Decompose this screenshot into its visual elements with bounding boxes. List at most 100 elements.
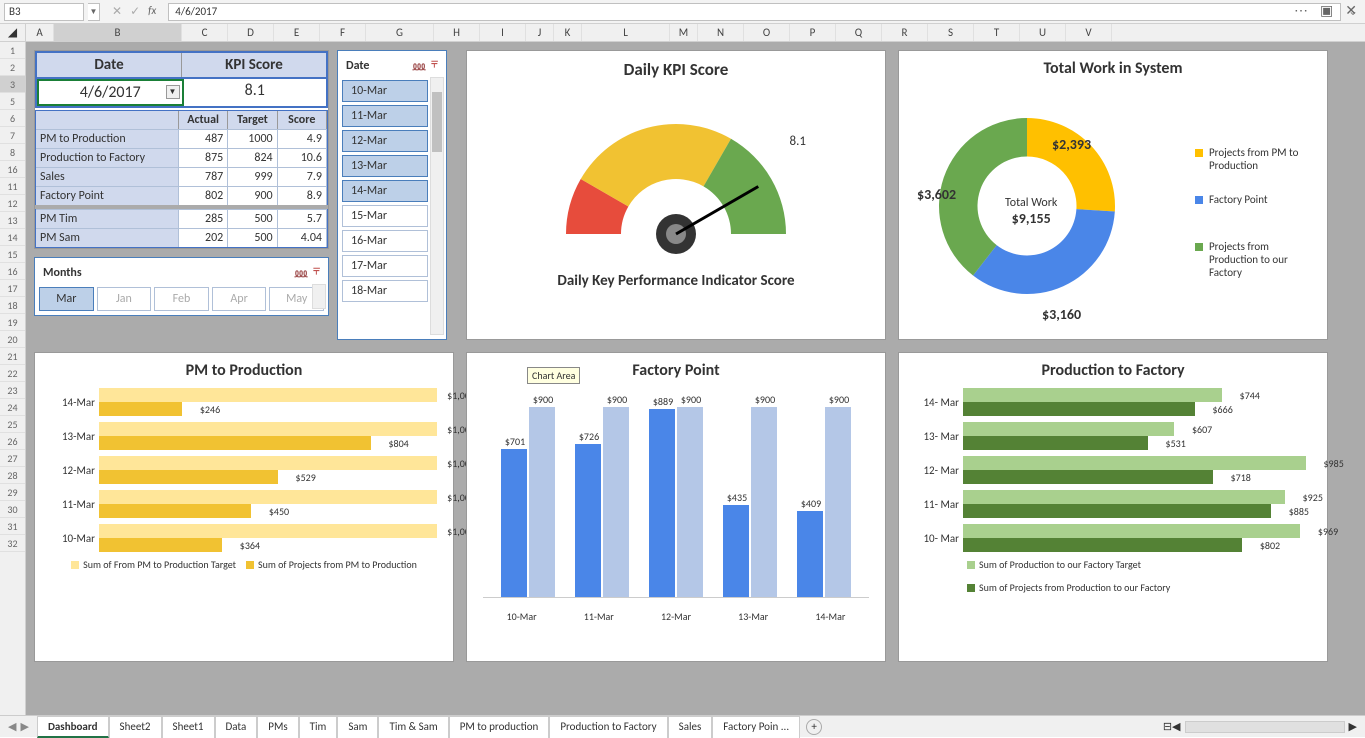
sheet-tab-sheet1[interactable]: Sheet1 [162,716,215,738]
ribbon-options-icon[interactable]: ⋯ [1294,2,1308,19]
add-sheet-button[interactable]: + [806,719,822,735]
row-header-28[interactable]: 28 [0,467,25,484]
row-header-15[interactable]: 15 [0,246,25,263]
accept-formula-icon[interactable]: ✓ [130,4,140,19]
row-header-29[interactable]: 29 [0,484,25,501]
row-header-11[interactable]: 11 [0,178,25,195]
row-header-30[interactable]: 30 [0,501,25,518]
col-header-I[interactable]: I [480,24,526,41]
col-header-V[interactable]: V [1066,24,1112,41]
sheet-tab-tim[interactable]: Tim [299,716,338,738]
slicer-item-feb[interactable]: Feb [154,287,209,311]
row-header-26[interactable]: 26 [0,433,25,450]
hscroll-right-icon[interactable]: ▶ [1349,720,1357,733]
col-header-C[interactable]: C [182,24,228,41]
sheet-tab-tim-sam[interactable]: Tim & Sam [378,716,448,738]
col-header-D[interactable]: D [228,24,274,41]
col-header-G[interactable]: G [366,24,434,41]
sheet-tab-sheet2[interactable]: Sheet2 [109,716,162,738]
row-header-2[interactable]: 2 [0,59,25,76]
slicer-item-14-mar[interactable]: 14-Mar [342,180,428,202]
name-box[interactable]: B3 [4,3,84,21]
row-header-13[interactable]: 13 [0,212,25,229]
row-header-8[interactable]: 8 [0,144,25,161]
col-header-M[interactable]: M [670,24,698,41]
slicer-item-11-mar[interactable]: 11-Mar [342,105,428,127]
months-scrollbar[interactable] [312,284,326,309]
col-header-U[interactable]: U [1020,24,1066,41]
slicer-item-12-mar[interactable]: 12-Mar [342,130,428,152]
col-header-L[interactable]: L [582,24,670,41]
date-value-cell[interactable]: 4/6/2017 ▼ [37,79,184,106]
row-header-16[interactable]: 16 [0,161,25,178]
close-icon[interactable]: ✕ [1345,2,1357,19]
col-header-A[interactable]: A [26,24,54,41]
row-header-6[interactable]: 6 [0,110,25,127]
slicer-item-18-mar[interactable]: 18-Mar [342,280,428,302]
row-header-31[interactable]: 31 [0,518,25,535]
hscroll-track[interactable] [1185,721,1345,733]
row-header-17[interactable]: 17 [0,280,25,297]
tab-nav-next-icon[interactable]: ▶ [20,720,28,733]
slicer-item-13-mar[interactable]: 13-Mar [342,155,428,177]
multiselect-icon[interactable]: ⅏ [295,264,307,281]
col-header-J[interactable]: J [526,24,554,41]
row-header-19[interactable]: 19 [0,314,25,331]
clear-filter-icon[interactable]: ⫧ [431,57,438,74]
sheet-tab-sam[interactable]: Sam [337,716,378,738]
col-header-B[interactable]: B [54,24,182,41]
row-header-7[interactable]: 7 [0,127,25,144]
col-header-S[interactable]: S [928,24,974,41]
name-box-dropdown[interactable]: ▼ [88,3,100,21]
slicer-item-jan[interactable]: Jan [97,287,152,311]
row-header-5[interactable]: 5 [0,93,25,110]
multiselect-icon[interactable]: ⅏ [413,57,425,74]
row-header-3[interactable]: 3 [0,76,25,93]
row-header-14[interactable]: 14 [0,229,25,246]
date-scrollbar[interactable] [430,77,444,335]
slicer-item-17-mar[interactable]: 17-Mar [342,255,428,277]
sheet-tab-pm-to-production[interactable]: PM to production [449,716,550,738]
slicer-item-16-mar[interactable]: 16-Mar [342,230,428,252]
row-header-32[interactable]: 32 [0,535,25,552]
row-header-24[interactable]: 24 [0,399,25,416]
formula-input[interactable]: 4/6/2017 [168,3,1341,21]
col-header-O[interactable]: O [744,24,790,41]
slicer-item-apr[interactable]: Apr [212,287,267,311]
row-header-16[interactable]: 16 [0,263,25,280]
col-header-F[interactable]: F [320,24,366,41]
row-header-12[interactable]: 12 [0,195,25,212]
col-header-K[interactable]: K [554,24,582,41]
fx-icon[interactable]: fx [148,4,156,19]
row-header-22[interactable]: 22 [0,365,25,382]
col-header-P[interactable]: P [790,24,836,41]
date-dropdown-icon[interactable]: ▼ [166,85,180,99]
row-header-20[interactable]: 20 [0,331,25,348]
hscroll-left-icon[interactable]: ⊟◀ [1163,720,1181,733]
col-header-H[interactable]: H [434,24,480,41]
ribbon-display-icon[interactable]: ▣ [1320,2,1333,19]
col-header-R[interactable]: R [882,24,928,41]
slicer-item-15-mar[interactable]: 15-Mar [342,205,428,227]
sheet-tab-factory-poin-[interactable]: Factory Poin ... [712,716,800,738]
row-header-1[interactable]: 1 [0,42,25,59]
select-all-corner[interactable]: ◢ [0,24,26,41]
cancel-formula-icon[interactable]: ✕ [112,4,122,19]
col-header-T[interactable]: T [974,24,1020,41]
sheet-tab-data[interactable]: Data [215,716,258,738]
row-header-25[interactable]: 25 [0,416,25,433]
sheet-tab-pms[interactable]: PMs [257,716,298,738]
row-header-18[interactable]: 18 [0,297,25,314]
tab-nav-prev-icon[interactable]: ◀ [8,720,16,733]
slicer-item-10-mar[interactable]: 10-Mar [342,80,428,102]
clear-filter-icon[interactable]: ⫧ [313,264,320,281]
sheet-tab-dashboard[interactable]: Dashboard [37,716,109,738]
slicer-item-mar[interactable]: Mar [39,287,94,311]
row-header-27[interactable]: 27 [0,450,25,467]
sheet-tab-sales[interactable]: Sales [668,716,713,738]
col-header-N[interactable]: N [698,24,744,41]
row-header-21[interactable]: 21 [0,348,25,365]
col-header-E[interactable]: E [274,24,320,41]
sheet-tab-production-to-factory[interactable]: Production to Factory [549,716,667,738]
row-header-23[interactable]: 23 [0,382,25,399]
